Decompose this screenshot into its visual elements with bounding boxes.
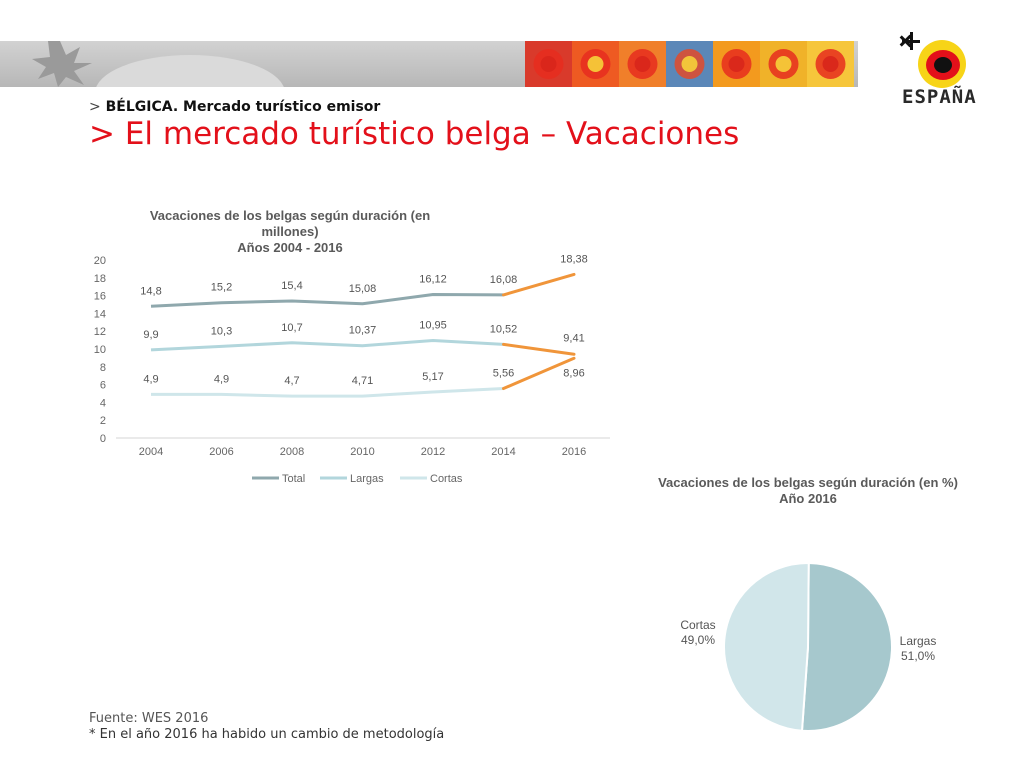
data-label-largas: 10,95 (419, 320, 447, 332)
sun-face-tile-icon (619, 41, 666, 87)
sun-tile-icon (807, 41, 854, 87)
y-tick-label: 20 (94, 255, 106, 267)
espana-logo-text: ESPAÑA (902, 86, 977, 108)
legend-label: Cortas (430, 473, 463, 485)
star-sun-icon (32, 41, 92, 87)
legend-item-total: Total (252, 473, 305, 485)
series-segment-2016-largas (502, 342, 576, 356)
banner-blob (96, 55, 284, 87)
series-segment-2016-cortas (502, 356, 576, 391)
x-tick-label: 2016 (562, 446, 586, 458)
data-label-cortas: 4,7 (284, 375, 299, 387)
x-tick-label: 2004 (139, 446, 163, 458)
x-tick-label: 2008 (280, 446, 304, 458)
y-tick-label: 12 (94, 326, 106, 338)
y-tick-label: 16 (94, 291, 106, 303)
sun-tile-icon (760, 41, 807, 87)
x-tick-label: 2010 (350, 446, 374, 458)
data-label-largas: 10,7 (281, 322, 302, 334)
pie-label-name: Largas (900, 634, 937, 648)
footer: Fuente: WES 2016 * En el año 2016 ha hab… (89, 711, 444, 743)
section-kicker: > BÉLGICA. Mercado turístico emisor (89, 99, 380, 115)
data-label-largas: 10,3 (211, 325, 232, 337)
espana-logo: ESPAÑA (896, 30, 980, 116)
data-label-total: 15,08 (349, 283, 377, 295)
y-tick-label: 6 (100, 380, 106, 392)
pie-label-value: 49,0% (681, 633, 715, 647)
pie-chart-title: Vacaciones de los belgas según duración … (658, 475, 958, 490)
data-label-total: 15,2 (211, 282, 232, 294)
data-label-largas: 9,41 (563, 332, 584, 344)
x-tick-label: 2006 (209, 446, 233, 458)
footer-source: Fuente: WES 2016 (89, 711, 209, 726)
data-label-total: 16,12 (419, 274, 447, 286)
sun-tile-icon (525, 41, 572, 87)
banner-tiles (525, 41, 854, 87)
data-label-largas: 9,9 (143, 329, 158, 341)
data-label-largas: 10,37 (349, 325, 377, 337)
y-tick-label: 4 (100, 397, 106, 409)
y-tick-label: 0 (100, 433, 106, 445)
bug-tile-icon (666, 41, 713, 87)
x-tick-label: 2014 (491, 446, 515, 458)
pie-slice-cortas (723, 562, 810, 732)
series-line-largas (150, 339, 504, 352)
data-label-cortas: 5,17 (422, 371, 443, 383)
square-tile-icon (713, 41, 760, 87)
header-banner (0, 41, 858, 87)
data-label-cortas: 4,9 (214, 373, 229, 385)
kicker-text: BÉLGICA. Mercado turístico emisor (105, 99, 381, 115)
legend-item-cortas: Cortas (400, 473, 463, 485)
series-line-cortas (151, 387, 504, 398)
line-chart-title: Vacaciones de los belgas según duración … (149, 208, 431, 239)
x-tick-label: 2012 (421, 446, 445, 458)
pie-label-name: Cortas (680, 618, 715, 632)
legend-label: Largas (350, 473, 384, 485)
line-chart-subtitle: Años 2004 - 2016 (237, 240, 343, 255)
pie-label-value: 51,0% (901, 649, 935, 663)
data-label-total: 14,8 (140, 285, 161, 297)
sun-logo-icon (899, 32, 966, 88)
pie-slice-largas (800, 561, 893, 732)
data-label-cortas: 4,71 (352, 375, 373, 387)
data-label-largas: 10,52 (490, 323, 518, 335)
data-label-cortas: 8,96 (563, 367, 584, 379)
legend-item-largas: Largas (320, 473, 384, 485)
data-label-total: 15,4 (281, 280, 302, 292)
data-label-total: 16,08 (490, 274, 518, 286)
footer-note: * En el año 2016 ha habido un cambio de … (89, 727, 445, 742)
pie-chart-title-block: Vacaciones de los belgas según duración … (620, 475, 996, 507)
page-title: > El mercado turístico belga – Vacacione… (89, 116, 740, 152)
series-segment-2016-total (502, 272, 576, 297)
data-label-cortas: 4,9 (143, 373, 158, 385)
y-tick-label: 2 (100, 415, 106, 427)
pie-chart-subtitle: Año 2016 (779, 491, 837, 506)
series-line-total (150, 293, 504, 308)
sun-tile-icon (572, 41, 619, 87)
y-tick-label: 18 (94, 273, 106, 285)
line-chart-title-block: Vacaciones de los belgas según duración … (130, 208, 450, 256)
data-label-cortas: 5,56 (493, 368, 514, 380)
kicker-prefix: > (89, 99, 101, 115)
y-tick-label: 10 (94, 344, 106, 356)
data-label-total: 18,38 (560, 253, 588, 265)
y-tick-label: 8 (100, 362, 106, 374)
legend-label: Total (282, 473, 305, 485)
y-tick-label: 14 (94, 308, 106, 320)
banner-decoration (32, 41, 284, 87)
